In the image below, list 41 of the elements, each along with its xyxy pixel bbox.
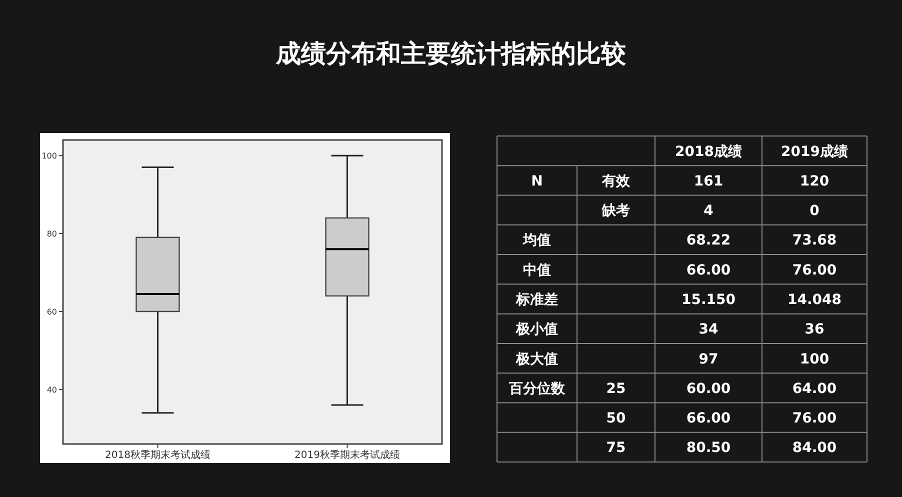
text: 84.00 — [792, 440, 837, 456]
category-label: 有效 — [602, 173, 630, 190]
category-label: 均值 — [523, 232, 551, 249]
category-label: 极小值 — [516, 322, 558, 338]
text: 66.00 — [686, 410, 731, 427]
category-label: 缺考 — [602, 203, 630, 220]
category-label: 百分位数 — [509, 380, 565, 397]
text: 97 — [698, 351, 718, 368]
y-tick-label: 40 — [46, 385, 57, 394]
text: 4 — [704, 203, 714, 220]
y-tick-label: 60 — [46, 307, 57, 316]
text: 64.00 — [792, 380, 837, 397]
text: 68.22 — [686, 232, 731, 249]
text: 100 — [800, 351, 830, 368]
text: 73.68 — [792, 232, 837, 249]
text: 15.150 — [681, 292, 736, 308]
text: 76.00 — [792, 262, 837, 278]
text: 14.048 — [787, 292, 842, 308]
x-tick-label: 2018秋季期末考试成绩 — [105, 449, 210, 461]
y-tick-label: 80 — [46, 230, 57, 239]
text: 34 — [698, 322, 718, 338]
category-label: 中值 — [523, 262, 551, 278]
chart-title: 成绩分布和主要统计指标的比较 — [275, 39, 627, 68]
text: 80.50 — [686, 440, 731, 456]
category-label: 25 — [606, 380, 626, 397]
y-tick-label: 100 — [42, 152, 57, 161]
text: 0 — [810, 203, 820, 220]
category-label: 2019成绩 — [781, 144, 848, 160]
text: 36 — [804, 322, 824, 338]
text: 60.00 — [686, 380, 731, 397]
category-label: 极大值 — [516, 351, 558, 368]
text: 76.00 — [792, 410, 837, 427]
category-label: N — [531, 173, 543, 190]
text: 120 — [800, 173, 830, 190]
category-label: 75 — [606, 440, 626, 456]
category-label: 50 — [606, 410, 626, 427]
x-tick-label: 2019秋季期末考试成绩 — [294, 449, 400, 461]
category-label: 2018成绩 — [675, 144, 742, 160]
text: 161 — [694, 173, 724, 190]
category-label: 标准差 — [516, 292, 558, 308]
text: 66.00 — [686, 262, 731, 278]
